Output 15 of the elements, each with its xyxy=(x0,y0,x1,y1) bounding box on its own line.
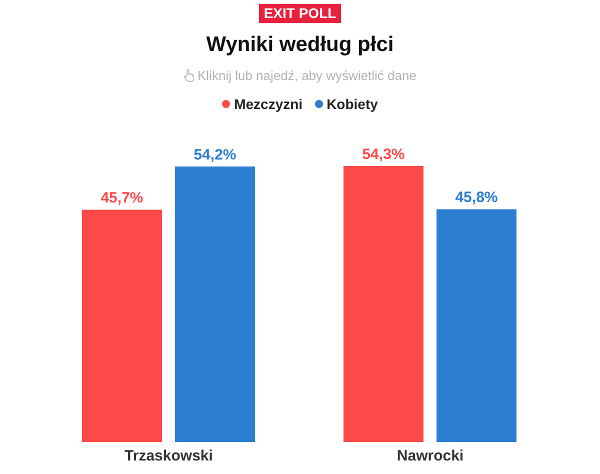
legend-label: Kobiety xyxy=(326,96,378,112)
x-tick-label: Nawrocki xyxy=(396,448,464,465)
text: EXIT POLL xyxy=(258,4,342,23)
chart-subtitle: Kliknij lub najedź, aby wyświetlić dane xyxy=(198,68,416,82)
data-label: 45,8% xyxy=(455,189,498,206)
x-tick-label: Trzaskowski xyxy=(124,448,213,465)
data-label: 54,3% xyxy=(362,146,405,163)
bar xyxy=(436,209,516,442)
bar xyxy=(82,210,162,442)
data-label: 45,7% xyxy=(100,190,144,207)
chart-title: Wyniki według płci xyxy=(206,33,394,56)
bar xyxy=(344,166,424,442)
bar xyxy=(175,166,255,442)
legend-label: Mezczyzni xyxy=(234,96,303,112)
data-label: 54,2% xyxy=(194,146,236,164)
